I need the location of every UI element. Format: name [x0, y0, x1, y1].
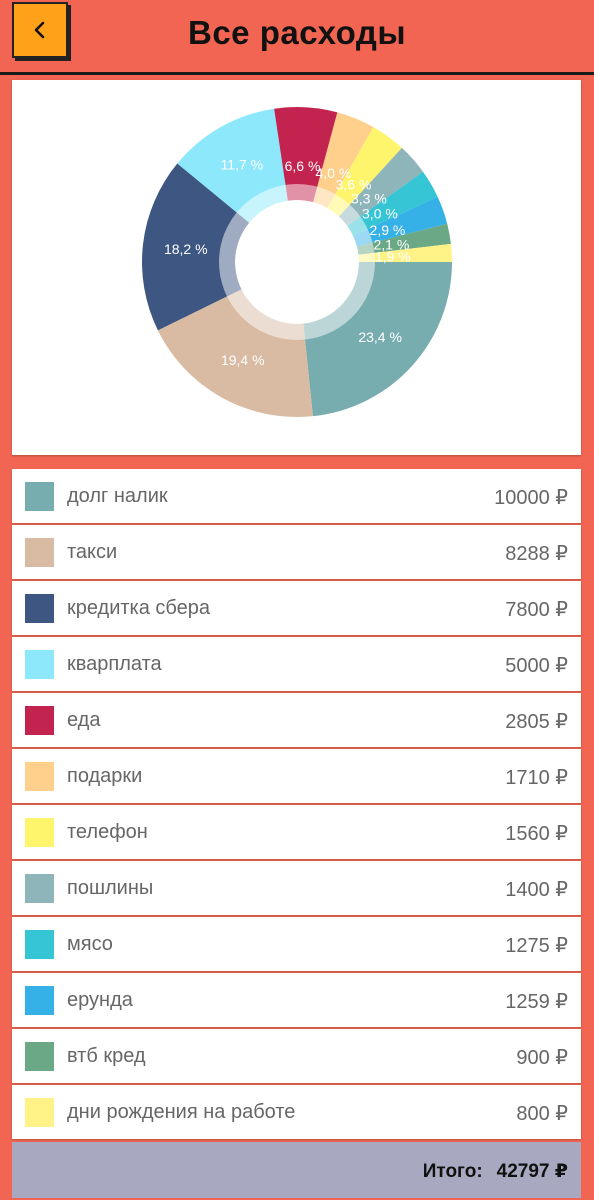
color-swatch [25, 986, 54, 1015]
item-label: втб кред [67, 1045, 146, 1067]
list-item[interactable]: еда 2805 ₽ [12, 693, 581, 747]
total-bar: Итого: 42797 ₽ [12, 1142, 581, 1198]
slice-percent-label: 3,6 % [336, 176, 372, 192]
item-label: подарки [67, 765, 143, 787]
donut-inner-ring [219, 184, 375, 340]
item-amount: 1275 ₽ [505, 935, 568, 957]
list-item[interactable]: долг налик 10000 ₽ [12, 469, 581, 523]
item-amount: 800 ₽ [516, 1103, 568, 1125]
slice-percent-label: 1,9 % [375, 248, 411, 264]
slice-percent-label: 3,0 % [362, 206, 398, 222]
item-amount: 7800 ₽ [505, 599, 568, 621]
item-amount: 1400 ₽ [505, 879, 568, 901]
color-swatch [25, 650, 54, 679]
color-swatch [25, 1098, 54, 1127]
pie-slice[interactable] [327, 127, 402, 217]
page-title: Все расходы [187, 14, 407, 51]
item-amount: 1259 ₽ [505, 991, 568, 1013]
item-label: долг налик [67, 485, 168, 507]
item-label: пошлины [67, 877, 154, 899]
color-swatch [25, 874, 54, 903]
pie-slice[interactable] [347, 171, 438, 236]
pie-slice[interactable] [303, 262, 452, 417]
color-swatch [25, 538, 54, 567]
color-swatch [25, 818, 54, 847]
item-amount: 10000 ₽ [494, 487, 568, 509]
slice-percent-label: 19,4 % [221, 352, 265, 368]
pie-slice[interactable] [353, 196, 448, 247]
item-amount: 2805 ₽ [505, 711, 568, 733]
slice-percent-label: 6,6 % [285, 158, 321, 174]
item-label: еда [67, 709, 101, 731]
list-item[interactable]: втб кред 900 ₽ [12, 1029, 581, 1083]
total-value: 42797 ₽ [496, 1161, 568, 1182]
total-text: Итого: 42797 ₽ [409, 1160, 568, 1183]
item-label: ерунда [67, 989, 133, 1011]
back-button[interactable] [12, 2, 68, 58]
pie-slice[interactable] [141, 163, 250, 331]
donut-chart[interactable]: 23,4 %19,4 %18,2 %11,7 % 6,6 %4,0 %3,6 %3… [12, 80, 581, 455]
chart-card: 23,4 % 19,4 % 18,2 % 11,7 % 6,6 % 4,0 % 3,6 % 3… [12, 80, 581, 455]
item-amount: 1710 ₽ [505, 767, 568, 789]
slice-percent-label: 2,9 % [370, 222, 406, 238]
item-amount: 1560 ₽ [505, 823, 568, 845]
slice-percent-label: 23,4 % [358, 329, 402, 345]
slice-percent-label: 3,3 % [351, 190, 387, 206]
item-amount: 5000 ₽ [505, 655, 568, 677]
slice-percent-label: 11,7 % [221, 157, 264, 173]
app-header: Все расходы [0, 0, 594, 72]
list-item[interactable]: подарки 1710 ₽ [12, 749, 581, 803]
color-swatch [25, 482, 54, 511]
list-item[interactable]: телефон 1560 ₽ [12, 805, 581, 859]
color-swatch [25, 594, 54, 623]
list-item[interactable]: ерунда 1259 ₽ [12, 973, 581, 1027]
list-item[interactable]: кварплата 5000 ₽ [12, 637, 581, 691]
total-label: Итого: [422, 1161, 483, 1182]
item-label: мясо [67, 933, 113, 955]
pie-slice[interactable] [313, 112, 374, 209]
item-label: кредитка сбера [67, 597, 211, 619]
color-swatch [25, 1042, 54, 1071]
slice-percent-label: 2,1 % [373, 236, 409, 252]
slice-percent-label: 18,2 % [164, 241, 208, 257]
item-amount: 900 ₽ [516, 1047, 568, 1069]
list-item[interactable]: мясо 1275 ₽ [12, 917, 581, 971]
item-label: телефон [67, 821, 148, 843]
slice-percent-label: 4,0 % [316, 165, 352, 181]
list-item[interactable]: дни рождения на работе 800 ₽ [12, 1085, 581, 1139]
item-amount: 8288 ₽ [505, 543, 568, 565]
pie-slice[interactable] [358, 243, 452, 262]
pie-slice[interactable] [338, 147, 424, 226]
list-item[interactable]: пошлины 1400 ₽ [12, 861, 581, 915]
list-item[interactable]: кредитка сбера 7800 ₽ [12, 581, 581, 635]
color-swatch [25, 706, 54, 735]
item-label: дни рождения на работе [67, 1101, 296, 1123]
header-divider [0, 72, 594, 75]
chevron-left-icon [34, 21, 45, 39]
pie-slice[interactable] [274, 107, 338, 203]
list-item[interactable]: такси 8288 ₽ [12, 525, 581, 579]
item-label: кварплата [67, 653, 162, 675]
color-swatch [25, 930, 54, 959]
pie-slice[interactable] [357, 223, 451, 255]
item-label: такси [67, 541, 118, 563]
donut-hole [239, 204, 355, 320]
color-swatch [25, 762, 54, 791]
